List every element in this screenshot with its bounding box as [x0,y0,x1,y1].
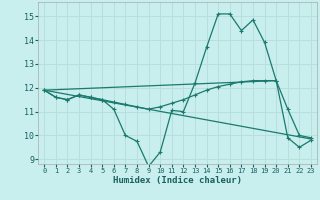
X-axis label: Humidex (Indice chaleur): Humidex (Indice chaleur) [113,176,242,185]
